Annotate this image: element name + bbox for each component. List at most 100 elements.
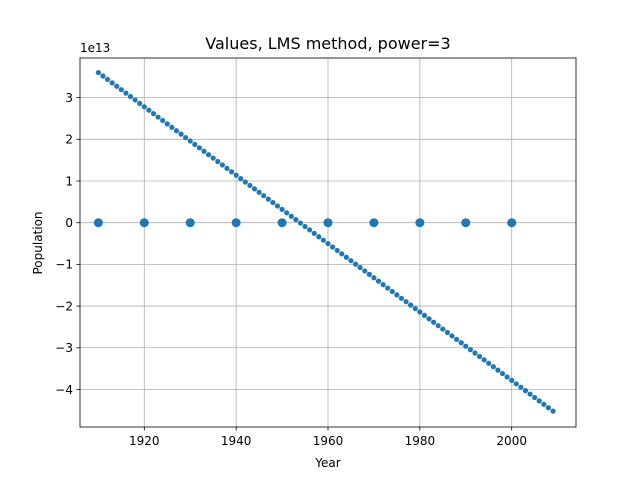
fitted-point: [307, 227, 313, 233]
fitted-point: [215, 158, 221, 165]
observed-point: [369, 218, 379, 228]
x-tick-label: 1960: [313, 434, 344, 448]
fitted-point: [261, 193, 267, 199]
fitted-point: [265, 196, 271, 202]
fitted-point: [329, 244, 336, 250]
fitted-point: [320, 237, 327, 243]
fitted-point: [279, 206, 285, 212]
fitted-point: [518, 384, 524, 390]
observed-point: [323, 218, 333, 228]
fitted-point: [109, 80, 115, 86]
x-axis-label: Year: [314, 456, 340, 470]
fitted-point: [417, 309, 423, 315]
observed-point: [139, 218, 149, 228]
fitted-point: [522, 388, 529, 394]
fitted-point: [95, 69, 101, 76]
fitted-point: [421, 312, 428, 319]
fitted-point: [357, 264, 363, 271]
fitted-point: [155, 114, 161, 120]
fitted-point: [444, 329, 451, 336]
y-tick-label: −2: [55, 299, 73, 313]
fitted-point: [302, 223, 308, 230]
fitted-point: [127, 93, 134, 100]
fitted-point: [380, 282, 386, 288]
observed-point: [507, 218, 517, 228]
fitted-point: [288, 213, 294, 219]
fitted-point: [160, 117, 166, 124]
fitted-point: [467, 346, 473, 353]
y-tick-label: 1: [65, 174, 73, 188]
fitted-point: [123, 90, 129, 96]
fitted-point: [150, 111, 157, 117]
fitted-point: [389, 288, 395, 295]
x-tick-label: 1920: [129, 434, 160, 448]
fitted-point: [334, 247, 340, 254]
fitted-point: [394, 292, 400, 298]
fitted-point: [541, 401, 547, 407]
fitted-point: [412, 305, 418, 312]
y-tick-label: −4: [55, 383, 73, 397]
y-tick-label: 2: [65, 133, 73, 147]
observed-point: [231, 218, 241, 228]
fitted-point: [187, 138, 193, 144]
fitted-point: [408, 302, 414, 308]
fitted-point: [251, 186, 258, 192]
x-tick-label: 2000: [496, 434, 527, 448]
fitted-point: [550, 408, 556, 414]
fitted-point: [375, 278, 382, 284]
fitted-point: [486, 360, 492, 366]
chart-title: Values, LMS method, power=3: [205, 34, 450, 53]
fitted-point: [481, 357, 487, 363]
observed-point: [93, 218, 103, 228]
fitted-point: [509, 377, 515, 383]
fitted-point: [201, 148, 207, 154]
fitted-point: [169, 124, 175, 130]
fitted-point: [183, 134, 189, 141]
fitted-point: [343, 254, 349, 260]
fitted-point: [274, 203, 281, 209]
fitted-point: [196, 145, 203, 151]
fitted-point: [219, 162, 225, 168]
fitted-point: [100, 73, 106, 79]
fitted-point: [536, 398, 542, 404]
fitted-point: [118, 87, 124, 93]
x-tick-label: 1980: [405, 434, 436, 448]
fitted-point: [210, 155, 216, 161]
fitted-point: [284, 210, 290, 216]
fitted-point: [545, 405, 552, 411]
fitted-point: [532, 394, 538, 401]
fitted-point: [352, 261, 359, 267]
y-tick-label: 0: [65, 216, 73, 230]
fitted-point: [385, 285, 391, 291]
x-axis-ticks: 1920 1940 1960 1980 2000: [129, 427, 527, 448]
fitted-point: [132, 97, 138, 103]
fitted-point: [403, 299, 409, 305]
fitted-point: [224, 165, 230, 171]
fitted-point: [495, 367, 501, 373]
fitted-point: [192, 141, 198, 148]
fitted-point: [173, 128, 180, 134]
fitted-point: [453, 336, 460, 342]
fitted-point: [463, 343, 469, 349]
y-tick-label: 3: [65, 91, 73, 105]
fitted-point: [348, 258, 354, 264]
fitted-point: [362, 268, 368, 274]
observed-point: [277, 218, 287, 228]
fitted-point: [431, 319, 437, 325]
fitted-point: [205, 152, 212, 158]
fitted-point: [178, 131, 184, 137]
fitted-point: [233, 172, 239, 178]
fitted-point: [499, 370, 506, 377]
fitted-point: [527, 391, 533, 397]
fitted-point: [426, 316, 432, 322]
y-offset-label: 1e13: [80, 41, 110, 55]
observed-point: [461, 218, 471, 228]
data-marks: [93, 69, 556, 414]
fitted-point: [270, 199, 276, 206]
y-tick-label: −3: [55, 341, 73, 355]
fitted-point: [316, 234, 322, 240]
fitted-point: [247, 182, 253, 189]
y-axis-ticks: 3 2 1 0 −1 −2 −3 −4: [55, 91, 80, 397]
fitted-point: [440, 326, 446, 332]
